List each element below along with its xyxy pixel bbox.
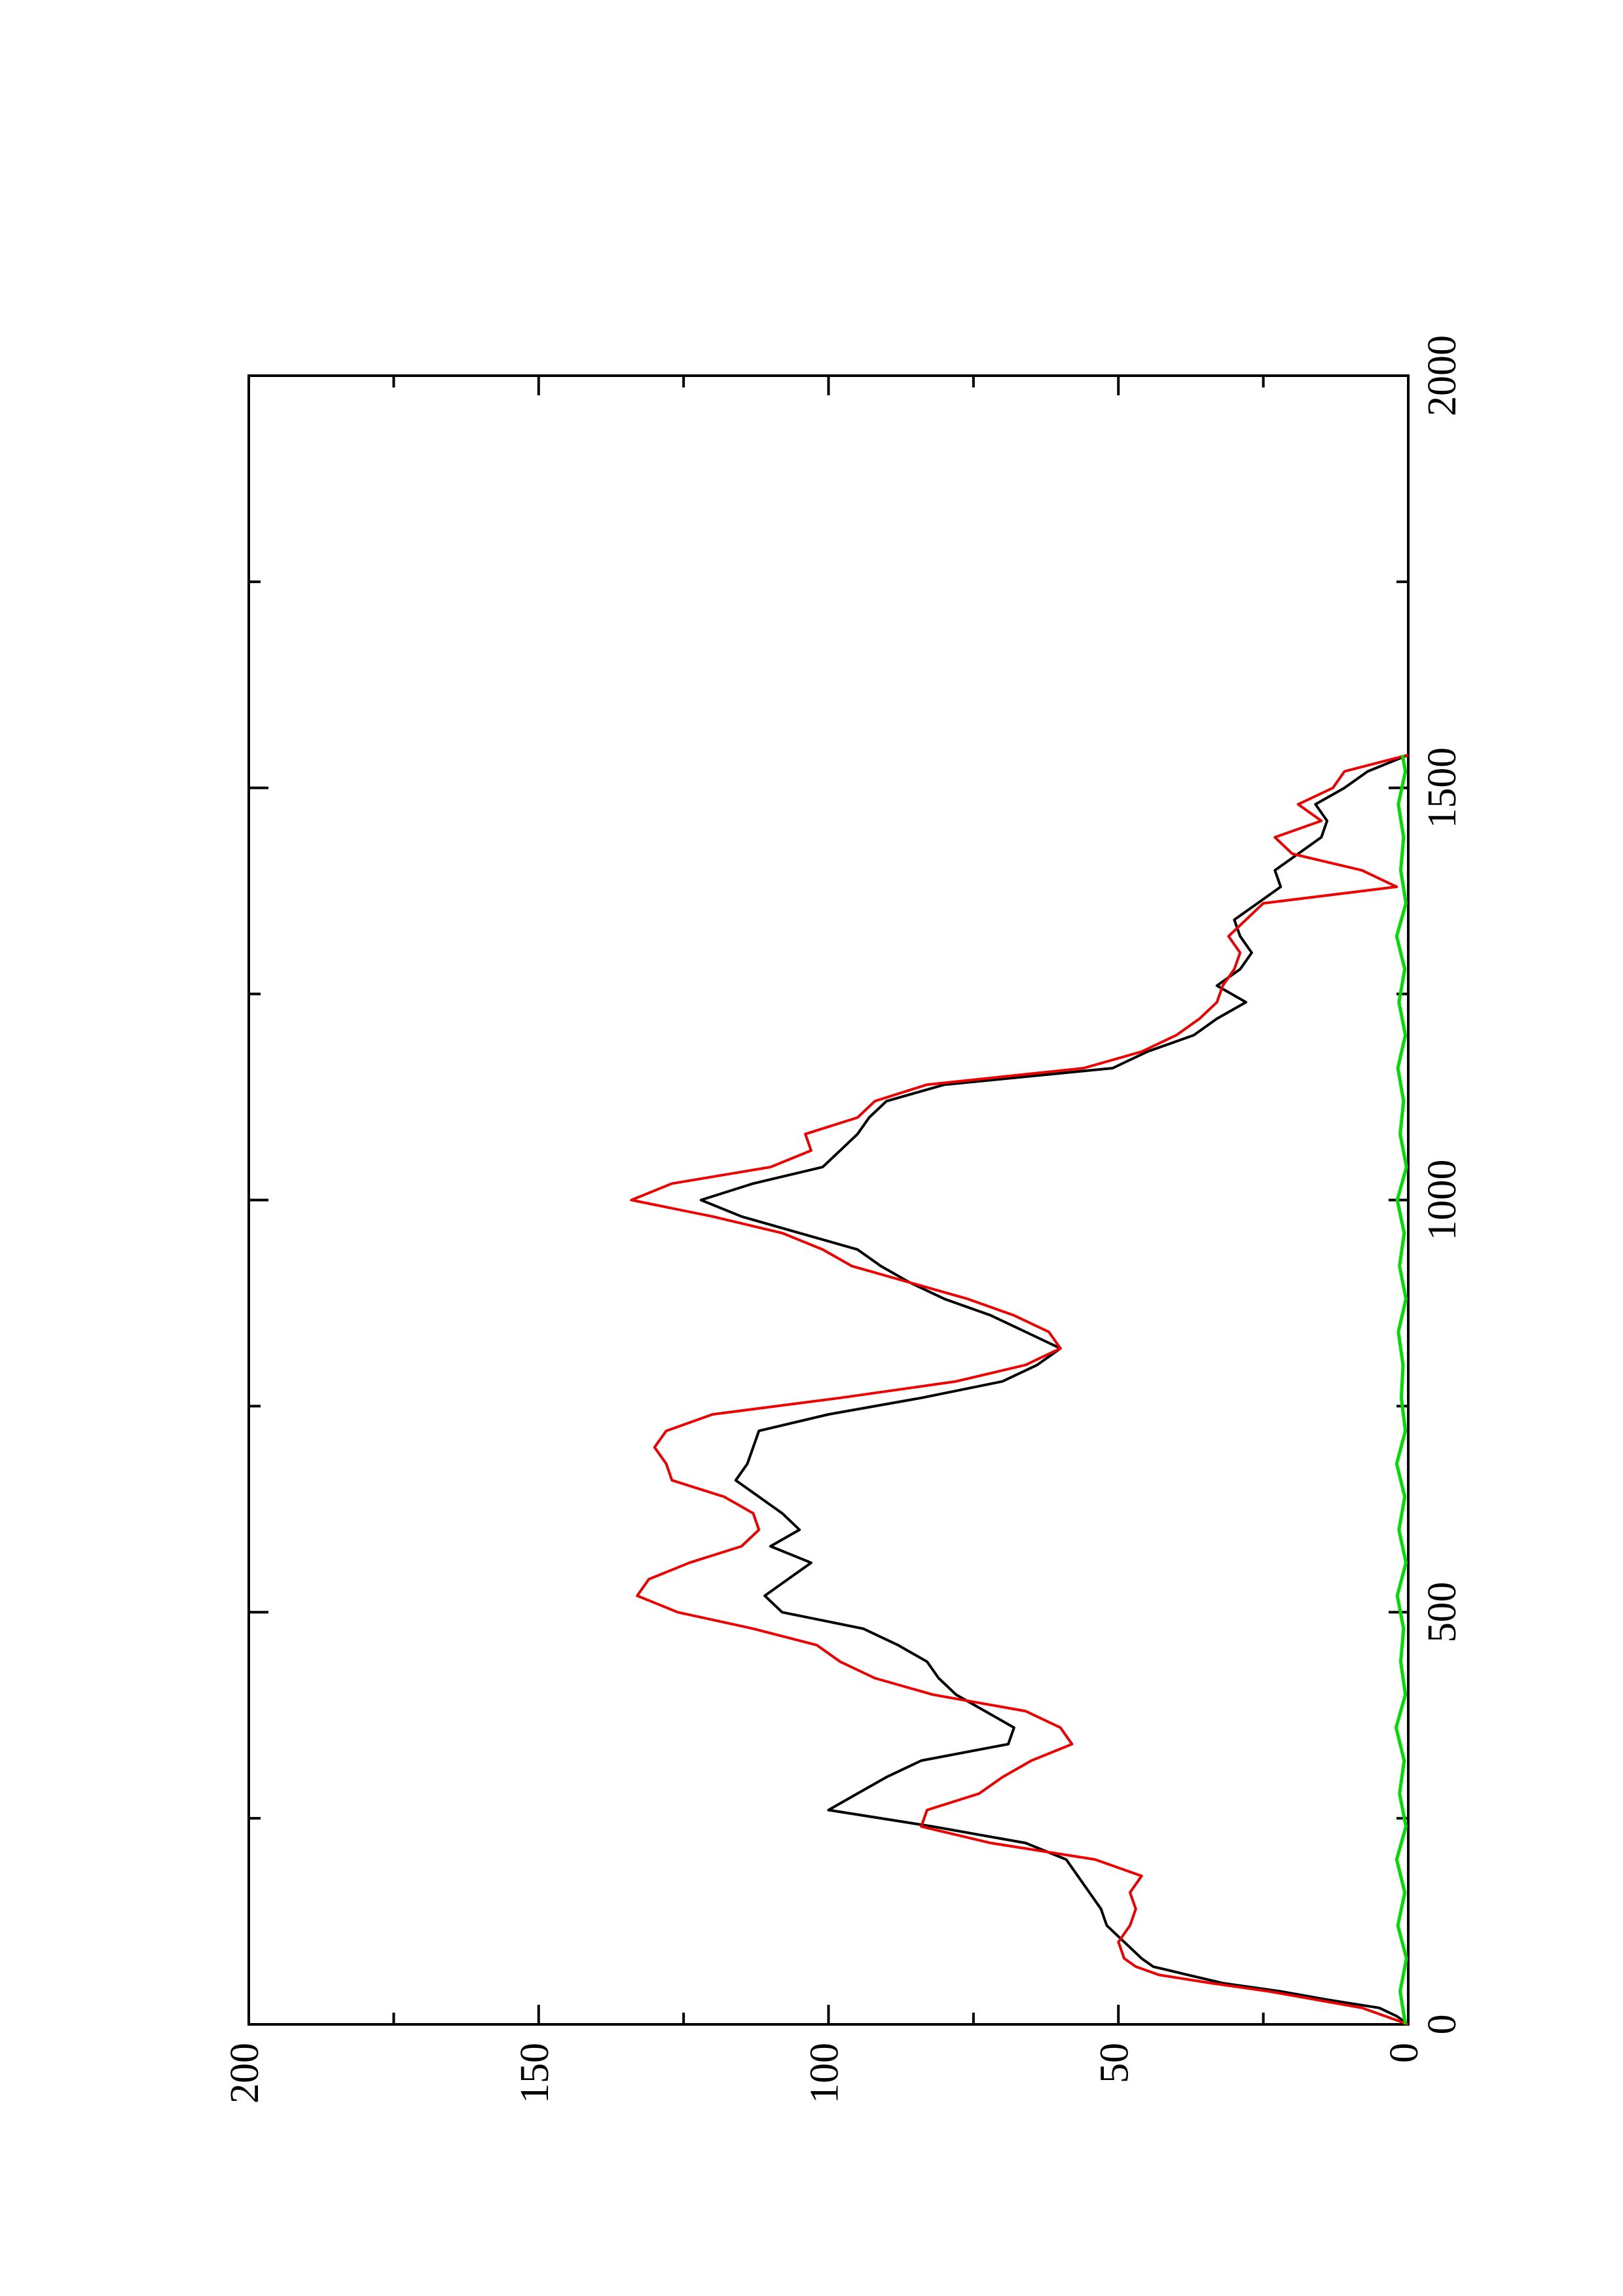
x-tick-label: 1500 [1420,747,1465,829]
y-tick-label: 0 [1382,2043,1427,2063]
x-tick-label: 0 [1420,2015,1465,2035]
series-lines [630,753,1410,2026]
x-tick-label: 2000 [1420,335,1465,416]
y-tick-label: 200 [223,2043,267,2104]
axis-tick-labels: 0 500 1000 1500 2000 0 50 100 150 200 [223,335,1465,2104]
y-tick-label: 50 [1092,2043,1137,2083]
axis-ticks [247,374,1410,2026]
y-tick-label: 150 [513,2043,557,2104]
y-tick-label: 100 [803,2043,847,2104]
plot-frame [247,374,1410,2026]
series-line-2 [630,753,1409,2026]
series-line-3 [1394,754,1408,2025]
series-line-1 [699,753,1410,2026]
x-tick-label: 1000 [1420,1160,1465,1241]
x-tick-label: 500 [1420,1582,1465,1643]
